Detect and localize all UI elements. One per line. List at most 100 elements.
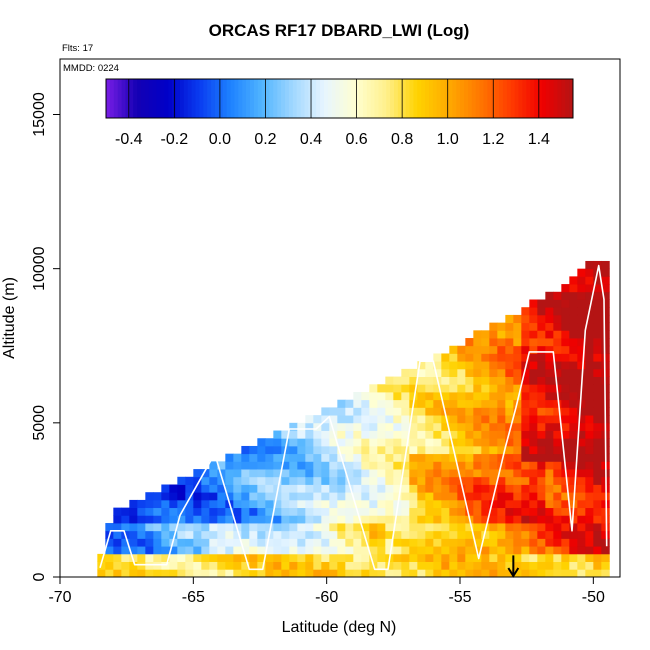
heatmap-cell (249, 461, 258, 470)
heatmap-cell (569, 322, 578, 331)
heatmap-cell (385, 484, 394, 493)
colorbar-swatch (113, 79, 119, 118)
heatmap-cell (185, 569, 194, 578)
colorbar-swatch (207, 79, 212, 118)
heatmap-cell (449, 453, 458, 462)
heatmap-cell (561, 445, 570, 455)
colorbar-swatch (510, 79, 516, 118)
heatmap-cell (585, 322, 594, 331)
heatmap-cell (305, 499, 314, 509)
heatmap-cell (513, 469, 522, 478)
heatmap-cell (425, 553, 434, 562)
heatmap-cell (217, 499, 226, 509)
heatmap-cell (321, 553, 330, 562)
heatmap-cell (337, 492, 346, 501)
heatmap-cell (329, 530, 338, 539)
heatmap-cell (561, 407, 570, 416)
heatmap-cell (585, 260, 594, 270)
heatmap-cell (313, 538, 322, 547)
heatmap-cell (553, 530, 562, 539)
heatmap-cell (257, 476, 266, 485)
colorbar-swatch (249, 79, 255, 118)
heatmap-cell (529, 322, 538, 331)
heatmap-cell (529, 368, 538, 377)
heatmap-cell (553, 299, 562, 308)
heatmap-cell (417, 492, 426, 501)
heatmap-cell (161, 530, 170, 539)
heatmap-cell (577, 307, 586, 316)
heatmap-cell (361, 461, 370, 470)
heatmap-cell (153, 553, 162, 562)
heatmap-cell (361, 530, 370, 539)
heatmap-cell (561, 484, 570, 493)
heatmap-cell (233, 499, 242, 509)
heatmap-cell (209, 507, 218, 516)
heatmap-cell (281, 538, 290, 547)
heatmap-cell (513, 361, 522, 370)
heatmap-cell (537, 469, 546, 478)
heatmap-cell (385, 538, 394, 547)
heatmap-cell (305, 422, 314, 431)
heatmap-cell (441, 507, 450, 516)
heatmap-cell (289, 453, 298, 462)
heatmap-cell (417, 499, 426, 509)
heatmap-cell (585, 392, 594, 401)
heatmap-cell (353, 546, 362, 555)
heatmap-cell (385, 445, 394, 455)
heatmap-cell (569, 561, 578, 570)
heatmap-cell (281, 461, 290, 470)
heatmap-cell (561, 507, 570, 516)
heatmap-cell (585, 445, 594, 455)
heatmap-cell (225, 507, 234, 516)
heatmap-cell (513, 314, 522, 324)
heatmap-cell (489, 499, 498, 509)
heatmap-cell (409, 415, 418, 424)
heatmap-cell (489, 453, 498, 462)
heatmap-cell (417, 484, 426, 493)
heatmap-cell (169, 515, 178, 524)
heatmap-cell (409, 546, 418, 555)
heatmap-cell (481, 530, 490, 539)
heatmap-cell (193, 523, 202, 532)
heatmap-cell (401, 538, 410, 547)
heatmap-cell (529, 461, 538, 470)
colorbar-swatch (545, 79, 551, 118)
heatmap-cell (441, 469, 450, 478)
heatmap-cell (393, 384, 402, 393)
heatmap-cell (489, 546, 498, 555)
heatmap-cell (193, 476, 202, 485)
heatmap-cell (537, 569, 546, 578)
heatmap-cell (209, 546, 218, 555)
heatmap-cell (585, 361, 594, 370)
colorbar-swatch (125, 79, 130, 118)
heatmap-cell (201, 492, 210, 501)
heatmap-cell (289, 422, 298, 431)
heatmap-cell (561, 546, 570, 555)
heatmap-cell (593, 276, 602, 285)
heatmap-cell (281, 492, 290, 501)
colorbar-swatch (148, 79, 154, 118)
heatmap-cell (257, 553, 266, 562)
heatmap-cell (297, 445, 306, 455)
heatmap-cell (353, 530, 362, 539)
heatmap-cell (201, 515, 210, 524)
heatmap-cell (361, 538, 370, 547)
heatmap-cell (489, 376, 498, 385)
heatmap-cell (425, 538, 434, 547)
heatmap-cell (553, 476, 562, 485)
heatmap-cell (449, 484, 458, 493)
heatmap-cell (337, 538, 346, 547)
heatmap-cell (521, 307, 530, 316)
heatmap-cell (465, 415, 474, 424)
heatmap-cell (377, 538, 386, 547)
heatmap-cell (497, 399, 506, 408)
colorbar-swatch (176, 79, 181, 118)
x-tick-label: -65 (182, 589, 205, 606)
heatmap-cell (585, 492, 594, 501)
heatmap-cell (473, 499, 482, 509)
heatmap-cell (241, 461, 250, 470)
heatmap-cell (561, 299, 570, 308)
heatmap-cell (361, 399, 370, 408)
heatmap-cell (585, 291, 594, 300)
heatmap-cell (113, 538, 122, 547)
